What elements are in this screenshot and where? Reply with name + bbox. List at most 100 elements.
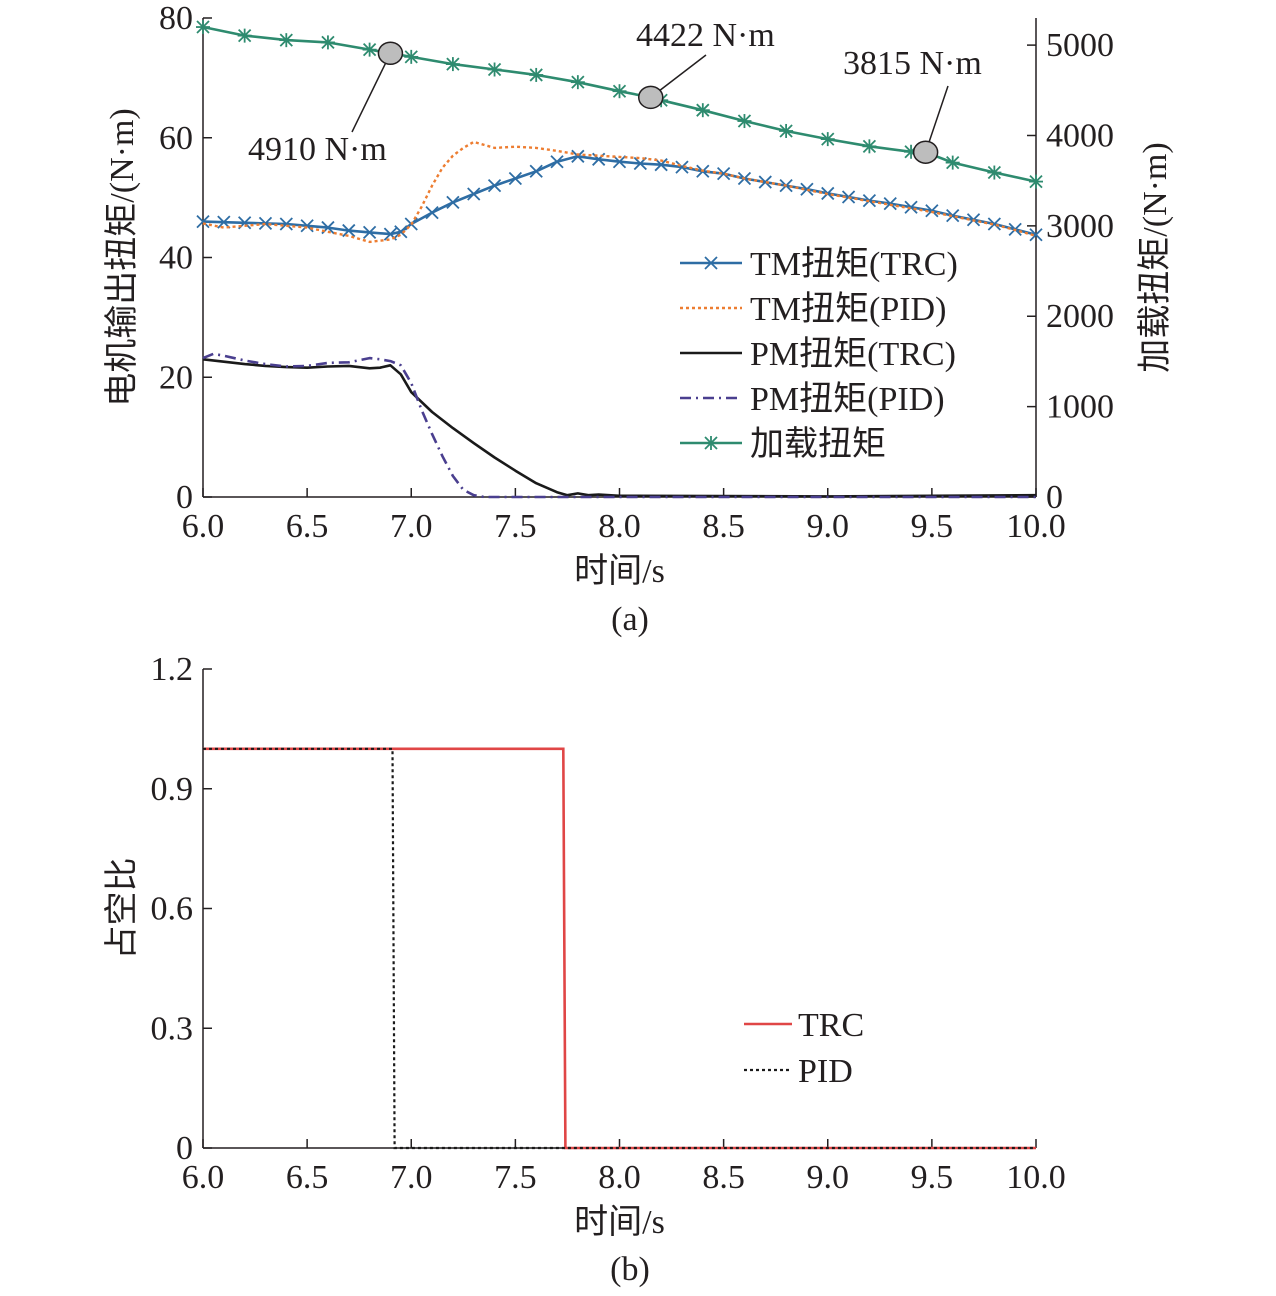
annotation-marker: [377, 41, 404, 65]
x-tick-label: 7.5: [494, 1159, 537, 1196]
data-point: [800, 182, 814, 196]
x-tick-label: 8.0: [598, 1159, 641, 1196]
y-right-tick-label: 4000: [1046, 117, 1114, 154]
data-point: [362, 42, 377, 57]
x-tick-label: 8.5: [702, 508, 745, 545]
y-left-tick-label: 80: [159, 0, 193, 37]
marker-stroke: [1029, 228, 1043, 242]
legend-entry: PM扭矩(TRC): [750, 336, 956, 373]
panel-label-a: (a): [611, 601, 649, 638]
data-point: [675, 160, 689, 174]
legend-entry: PM扭矩(PID): [750, 381, 945, 418]
chart-panel-a: 6.0 6.5 7.0 7.5 8.0 8.5 9.0 9.5 10.0020406080010…: [103, 0, 1174, 638]
annotation-marker: [637, 85, 664, 110]
x-tick-label: 8.0: [598, 508, 641, 545]
marker-stroke: [529, 164, 543, 178]
y-right-tick-label: 5000: [1046, 27, 1114, 64]
data-point: [467, 187, 481, 201]
marker-stroke: [716, 167, 731, 181]
marker-stroke: [258, 216, 273, 231]
data-point: [704, 436, 718, 450]
marker-stroke: [425, 205, 439, 220]
data-point: [1029, 174, 1043, 189]
data-point: [258, 216, 273, 231]
marker-stroke: [758, 175, 772, 189]
x-tick-label: 6.0: [182, 508, 225, 545]
annotation-marker: [912, 140, 939, 164]
data-point: [570, 75, 585, 90]
y-right-tick-label: 2000: [1046, 298, 1114, 335]
marker-stroke: [487, 179, 502, 193]
data-point: [945, 155, 960, 170]
x-tick-label: 9.5: [911, 1159, 954, 1196]
x-tick-label: 9.5: [911, 508, 954, 545]
data-point: [237, 28, 252, 43]
legend-entry: 加载扭矩: [750, 425, 886, 463]
data-point: [987, 217, 1001, 231]
data-point: [716, 167, 731, 181]
y-right-tick-label: 0: [1046, 479, 1063, 516]
data-point: [946, 208, 960, 223]
annotation-label: 3815 N·m: [843, 45, 982, 82]
x-tick-label: 6.0: [182, 1159, 225, 1196]
data-point: [820, 132, 835, 147]
y-tick-label: 1.2: [151, 651, 194, 688]
marker-stroke: [362, 225, 377, 239]
marker-stroke: [571, 149, 585, 163]
data-point: [612, 155, 627, 169]
y-axis-right-label: 加载扭矩/(N·m): [1136, 142, 1174, 372]
series-line-3: [202, 352, 1036, 499]
y-right-tick-label: 3000: [1046, 208, 1114, 245]
marker-stroke: [987, 217, 1001, 231]
marker-stroke: [704, 256, 718, 270]
data-point: [1029, 228, 1043, 242]
data-point: [737, 114, 752, 129]
marker-stroke: [467, 187, 481, 201]
data-point: [279, 33, 294, 48]
data-point: [779, 123, 794, 138]
data-point: [342, 223, 356, 238]
data-point: [612, 84, 627, 99]
marker-stroke: [300, 219, 314, 233]
data-point: [571, 149, 585, 163]
data-point: [508, 171, 523, 186]
legend-entry: PID: [798, 1053, 853, 1090]
marker-stroke: [394, 225, 408, 239]
x-tick-label: 6.5: [286, 1159, 329, 1196]
marker-stroke: [612, 155, 627, 169]
data-point: [862, 139, 877, 154]
y-right-tick-label: 1000: [1046, 389, 1114, 426]
data-point: [425, 205, 439, 220]
series-line-0: [203, 747, 1036, 1150]
data-point: [529, 164, 543, 178]
y-left-tick-label: 60: [159, 120, 193, 157]
data-point: [196, 214, 210, 229]
data-point: [445, 57, 460, 72]
data-point: [695, 103, 710, 118]
data-point: [904, 200, 918, 214]
marker-stroke: [342, 223, 356, 238]
series-line-1: [203, 747, 1036, 1150]
marker-stroke: [196, 214, 210, 229]
marker-stroke: [841, 190, 856, 204]
y-left-tick-label: 0: [176, 479, 193, 516]
series-line-2: [202, 358, 1037, 498]
data-point: [487, 179, 502, 193]
marker-stroke: [862, 193, 877, 208]
legend-entry: TM扭矩(PID): [750, 291, 946, 328]
marker-stroke: [800, 182, 814, 196]
x-tick-label: 9.0: [807, 508, 850, 545]
marker-stroke: [550, 155, 564, 169]
chart-panel-b: 6.0 6.5 7.0 7.5 8.0 8.5 9.0 9.5 10.0 0 0.3 0.6 0.9 1.…: [103, 651, 1066, 1288]
panel-label-b: (b): [610, 1251, 650, 1288]
marker-stroke: [904, 200, 918, 214]
data-point: [704, 256, 718, 270]
data-point: [841, 190, 856, 204]
marker-stroke: [279, 217, 293, 231]
data-point: [758, 175, 772, 189]
x-tick-label: 7.0: [390, 1159, 433, 1196]
x-axis-label: 时间/s: [574, 1204, 665, 1241]
annotation-label: 4910 N·m: [248, 131, 387, 168]
y-tick-label: 0.3: [151, 1010, 194, 1047]
data-point: [987, 165, 1002, 180]
